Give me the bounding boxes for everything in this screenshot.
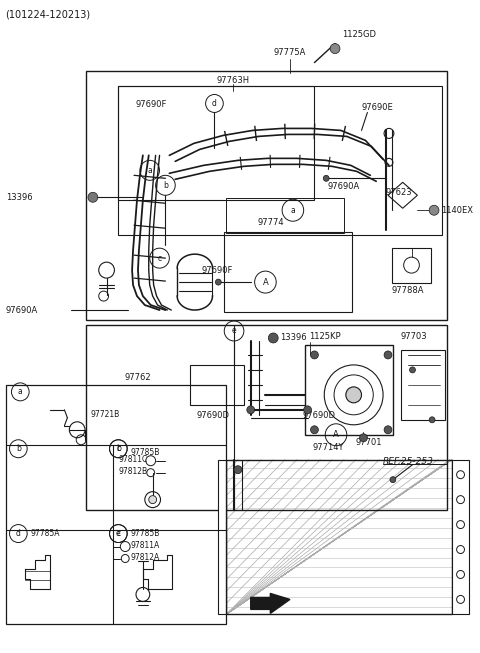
Bar [401,350,445,420]
Text: 97812B: 97812B [119,467,147,476]
Circle shape [323,175,329,182]
Text: c: c [116,444,120,453]
Text: 1140EX: 1140EX [441,206,473,215]
Text: a: a [290,206,295,215]
Circle shape [360,434,367,441]
Text: e: e [116,529,120,538]
Circle shape [384,426,392,434]
Text: 97690D: 97690D [303,411,336,421]
Text: REF.25-253: REF.25-253 [383,457,434,466]
Circle shape [390,477,396,483]
Text: 97721B: 97721B [91,410,120,419]
Circle shape [247,406,255,414]
Text: 97774: 97774 [257,217,284,227]
Text: A: A [333,430,339,439]
Text: 97714Y: 97714Y [312,443,344,453]
Text: 13396: 13396 [280,334,307,342]
Text: 97690E: 97690E [361,103,393,112]
Text: 97775A: 97775A [274,48,306,57]
Text: b: b [163,181,168,190]
Bar [226,460,452,614]
Text: a: a [147,166,152,175]
Text: a: a [18,387,23,396]
Circle shape [268,333,278,343]
Bar [305,345,393,435]
Bar [190,365,244,405]
Text: 97785B: 97785B [130,529,159,538]
Text: e: e [232,326,236,336]
Text: 1125KP: 1125KP [310,332,341,342]
Bar [392,248,431,283]
Bar [226,199,344,233]
Bar [224,232,352,312]
Text: 97690F: 97690F [135,100,167,109]
Circle shape [234,466,242,473]
Bar [86,325,447,509]
Text: 97788A: 97788A [392,285,424,295]
Text: 97690F: 97690F [202,266,233,275]
Text: 97690A: 97690A [327,182,360,191]
Text: 97811C: 97811C [119,455,148,464]
Polygon shape [251,594,290,613]
Bar [218,460,226,614]
Text: 97812A: 97812A [130,553,159,562]
Bar [119,86,314,200]
Text: 97763H: 97763H [216,76,250,85]
Text: FR.: FR. [251,598,271,609]
Circle shape [311,426,318,434]
Text: b: b [116,444,121,453]
Text: 97762: 97762 [124,374,151,383]
Text: c: c [116,529,120,538]
Text: b: b [16,444,21,453]
Circle shape [149,496,156,503]
Text: 13396: 13396 [6,193,32,202]
Circle shape [216,279,221,285]
Circle shape [304,406,312,414]
Text: 97703: 97703 [401,332,427,342]
Text: c: c [157,253,162,263]
Circle shape [330,44,340,54]
Bar [119,86,442,235]
Circle shape [409,367,416,373]
Text: 97785B: 97785B [130,448,159,457]
Text: (101224-120213): (101224-120213) [6,10,91,20]
Bar [6,385,226,624]
Text: A: A [263,278,268,287]
Bar [452,460,469,614]
Text: 97785A: 97785A [30,529,60,538]
Text: 97690D: 97690D [197,411,230,421]
Circle shape [346,387,361,403]
Circle shape [429,205,439,215]
Text: 97690A: 97690A [6,306,38,315]
Text: d: d [16,529,21,538]
Text: 97701: 97701 [356,438,382,447]
Text: 97623: 97623 [385,188,412,197]
Circle shape [311,351,318,359]
Circle shape [88,192,98,202]
Bar [86,71,447,320]
Circle shape [429,417,435,422]
Circle shape [384,351,392,359]
Text: 97811A: 97811A [130,541,159,550]
Text: 1125GD: 1125GD [342,30,376,39]
Text: d: d [212,99,217,108]
